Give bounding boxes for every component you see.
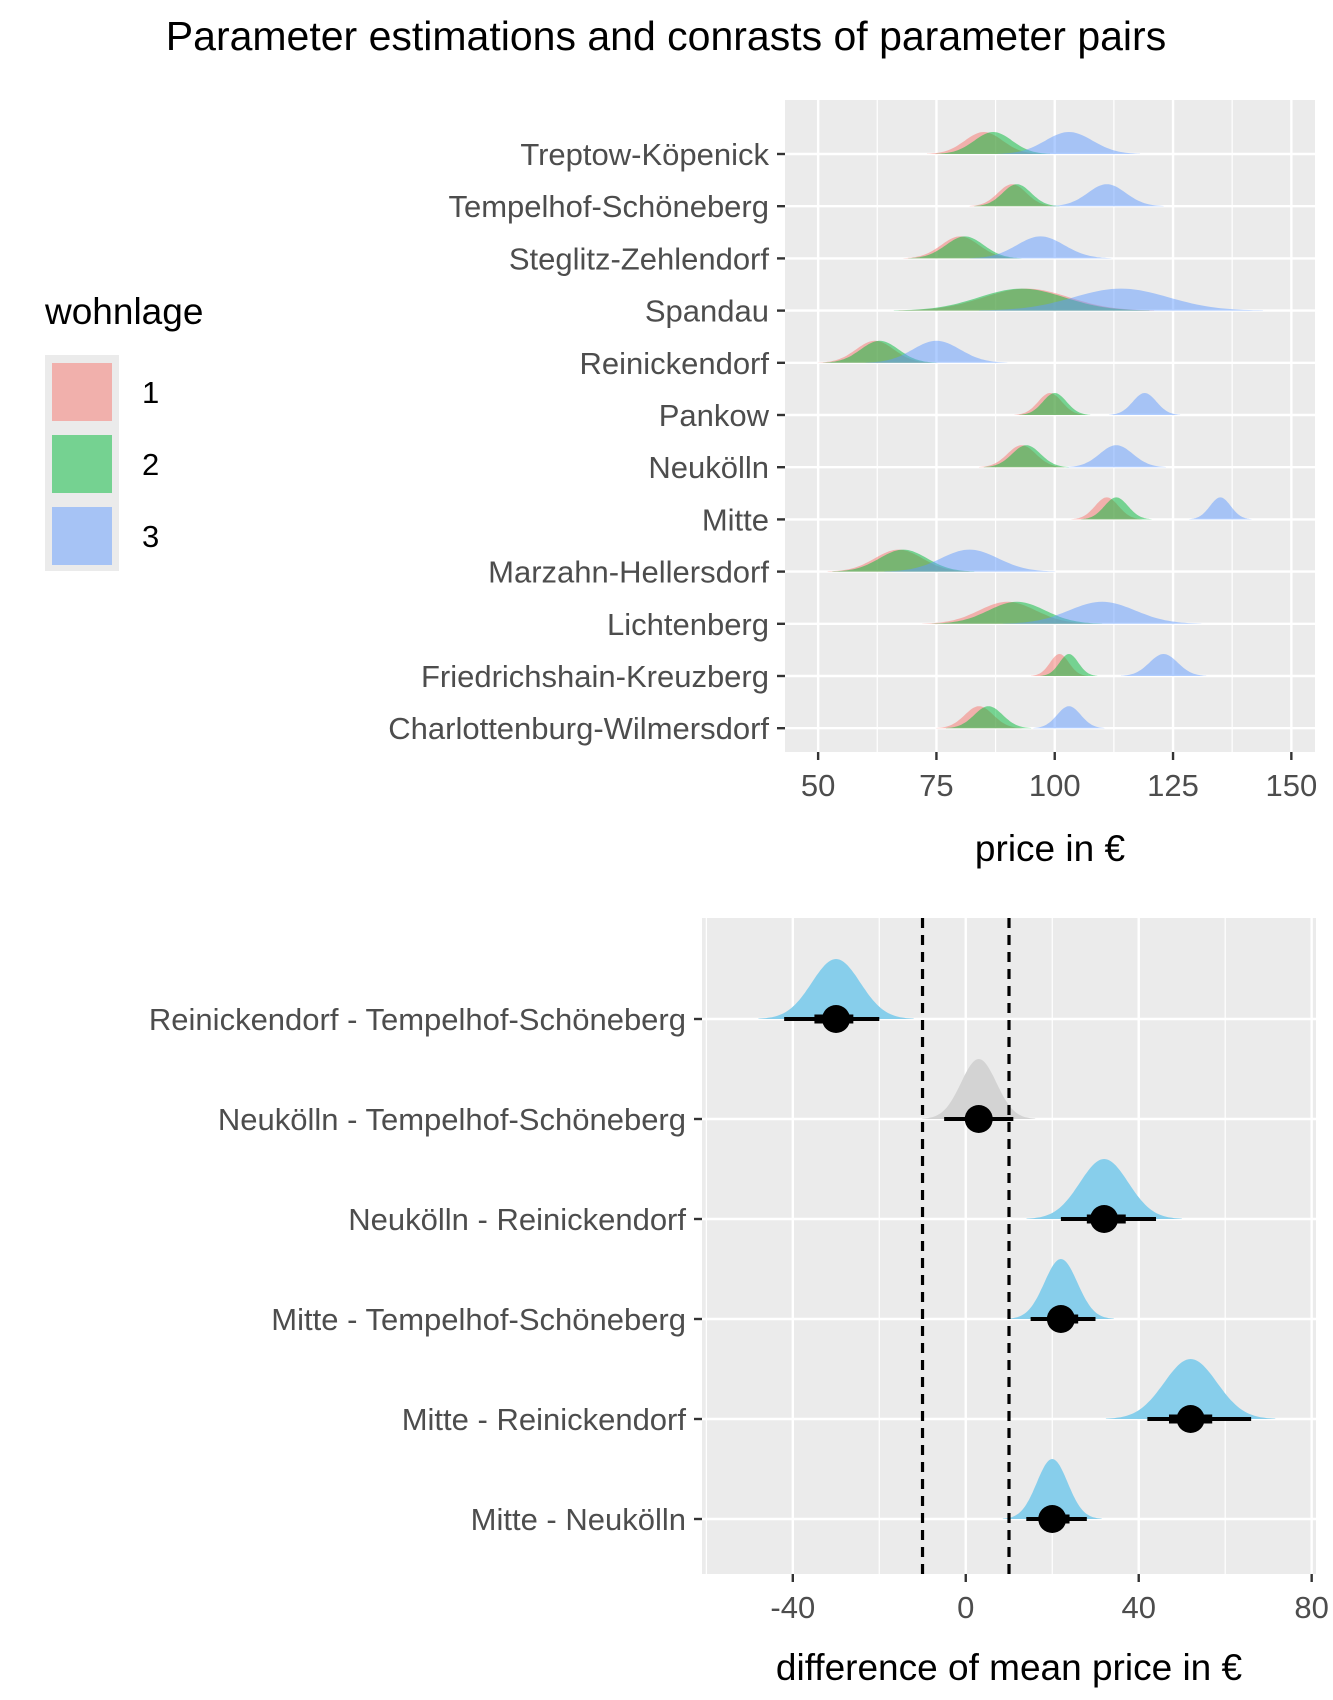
contrast-slab bbox=[1002, 1459, 1102, 1519]
density-ridge bbox=[1080, 497, 1152, 520]
contrast-row bbox=[758, 959, 914, 1033]
top-y-tick-label: Charlottenburg-Wilmersdorf bbox=[388, 711, 769, 746]
density-ridge bbox=[1109, 393, 1181, 415]
top-y-tick-label: Tempelhof-Schöneberg bbox=[448, 189, 769, 224]
point-estimate bbox=[1046, 1305, 1075, 1333]
density-ridge bbox=[1040, 654, 1098, 676]
top-y-tick-label: Mitte bbox=[702, 502, 769, 537]
density-ridge bbox=[1050, 184, 1164, 207]
contrast-slab bbox=[1007, 1259, 1114, 1319]
top-density-marks bbox=[818, 132, 1263, 729]
bottom-panel-contrast-chart: Reinickendorf - Tempelhof-Schöneberg Neuk… bbox=[149, 918, 1329, 1688]
figure-title: Parameter estimations and conrasts of pa… bbox=[166, 13, 1166, 59]
contrast-row bbox=[922, 1059, 1036, 1133]
density-ridge bbox=[979, 288, 1263, 311]
bottom-x-axis: -40 0 40 80 bbox=[770, 1574, 1329, 1625]
legend: wohnlage 1 2 3 bbox=[44, 291, 203, 571]
bottom-y-axis: Reinickendorf - Tempelhof-Schöneberg Neuk… bbox=[149, 1002, 702, 1537]
density-ridge bbox=[983, 445, 1069, 468]
top-x-tick-label: 100 bbox=[1029, 768, 1081, 803]
legend-key-swatch bbox=[52, 435, 112, 493]
density-ridge bbox=[908, 236, 1022, 259]
bottom-x-axis-title: difference of mean price in € bbox=[776, 1647, 1243, 1688]
density-ridge bbox=[865, 340, 1008, 363]
bottom-x-tick-label: 0 bbox=[957, 1590, 974, 1625]
legend-key-label: 2 bbox=[142, 447, 159, 482]
density-ridge bbox=[936, 132, 1050, 154]
density-ridge bbox=[969, 236, 1112, 259]
density-ridge bbox=[1189, 497, 1252, 520]
legend-key-label: 1 bbox=[142, 375, 159, 410]
bottom-y-tick-label: Mitte - Neukölln bbox=[471, 1502, 686, 1537]
density-ridge bbox=[884, 549, 1055, 572]
bottom-x-tick-label: 40 bbox=[1121, 1590, 1155, 1625]
point-estimate bbox=[1038, 1505, 1067, 1533]
top-y-tick-label: Friedrichshain-Kreuzberg bbox=[421, 659, 769, 694]
top-y-tick-label: Reinickendorf bbox=[579, 346, 769, 381]
contrast-row bbox=[1026, 1159, 1182, 1233]
top-x-tick-label: 125 bbox=[1147, 768, 1199, 803]
point-estimate bbox=[1090, 1205, 1119, 1233]
density-ridge bbox=[997, 132, 1140, 154]
bottom-y-tick-label: Neukölln - Tempelhof-Schöneberg bbox=[218, 1102, 686, 1137]
density-series-3 bbox=[865, 132, 1263, 729]
bottom-x-tick-label: 80 bbox=[1294, 1590, 1328, 1625]
contrast-slab bbox=[1026, 1159, 1182, 1219]
contrast-row bbox=[1007, 1259, 1114, 1333]
point-estimate bbox=[964, 1105, 993, 1133]
density-ridge bbox=[1121, 654, 1207, 676]
top-x-axis-title: price in € bbox=[975, 828, 1126, 869]
density-ridge bbox=[1033, 706, 1105, 729]
bottom-y-tick-label: Reinickendorf - Tempelhof-Schöneberg bbox=[149, 1002, 686, 1037]
bottom-y-tick-label: Mitte - Reinickendorf bbox=[402, 1402, 687, 1437]
legend-key-swatch bbox=[52, 507, 112, 565]
legend-key-label: 3 bbox=[142, 519, 159, 554]
legend-key-swatch bbox=[52, 363, 112, 421]
density-ridge bbox=[945, 706, 1032, 729]
bottom-y-tick-label: Neukölln - Reinickendorf bbox=[348, 1202, 686, 1237]
top-y-tick-label: Steglitz-Zehlendorf bbox=[509, 241, 770, 276]
density-ridge bbox=[1002, 601, 1202, 624]
top-x-tick-label: 75 bbox=[919, 768, 953, 803]
contrast-slab bbox=[758, 959, 914, 1019]
top-plot-background bbox=[785, 100, 1315, 752]
top-panel-ridgeline-chart: Treptow-Köpenick Tempelhof-Schöneberg Steg… bbox=[44, 100, 1317, 869]
top-y-tick-label: Spandau bbox=[645, 294, 769, 329]
contrast-slab bbox=[1105, 1359, 1276, 1419]
point-estimate bbox=[1176, 1405, 1205, 1433]
top-y-tick-label: Lichtenberg bbox=[607, 607, 769, 642]
top-y-tick-label: Treptow-Köpenick bbox=[520, 137, 769, 172]
top-x-tick-label: 50 bbox=[801, 768, 835, 803]
top-y-tick-label: Marzahn-Hellersdorf bbox=[488, 555, 769, 590]
contrast-slab bbox=[922, 1059, 1036, 1119]
bottom-contrast-marks bbox=[758, 918, 1276, 1574]
top-x-axis: 50 75 100 125 150 bbox=[801, 752, 1317, 803]
top-y-axis: Treptow-Köpenick Tempelhof-Schöneberg Steg… bbox=[388, 137, 785, 746]
top-x-tick-label: 150 bbox=[1265, 768, 1317, 803]
bottom-y-tick-label: Mitte - Tempelhof-Schöneberg bbox=[271, 1302, 686, 1337]
contrast-row bbox=[1105, 1359, 1276, 1433]
contrast-row bbox=[1002, 1459, 1102, 1533]
density-ridge bbox=[1066, 445, 1166, 468]
legend-keys: 1 2 3 bbox=[45, 355, 159, 571]
legend-title: wohnlage bbox=[44, 291, 203, 332]
density-ridge bbox=[1019, 393, 1091, 415]
density-ridge bbox=[974, 184, 1060, 207]
point-estimate bbox=[822, 1005, 851, 1033]
top-y-tick-label: Pankow bbox=[659, 398, 770, 433]
bottom-x-tick-label: -40 bbox=[770, 1590, 815, 1625]
top-y-tick-label: Neukölln bbox=[648, 450, 769, 485]
